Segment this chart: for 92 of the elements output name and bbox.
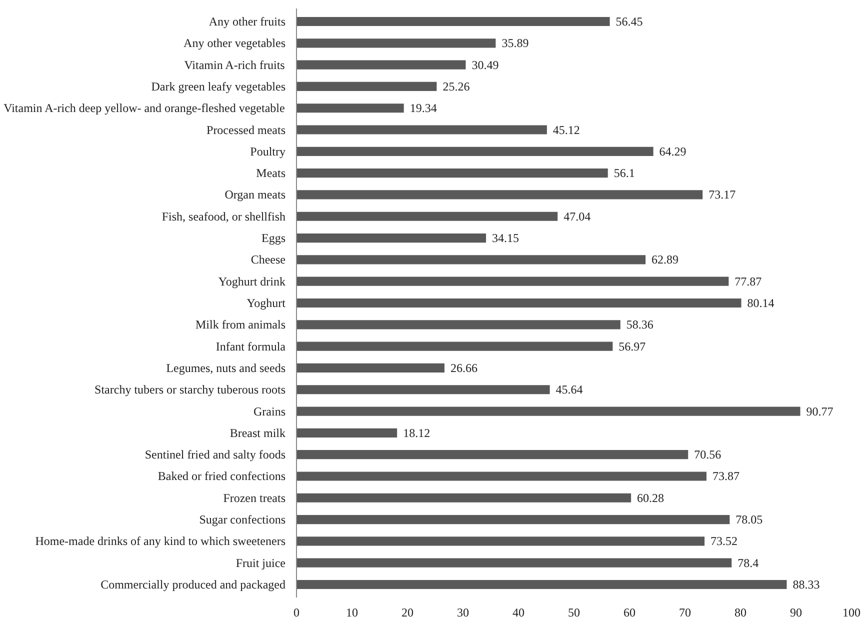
x-tick-label: 50 [568,606,580,619]
bar [296,233,486,243]
data-label: 78.05 [736,512,763,527]
bar [296,428,398,438]
x-tick-label: 0 [294,606,300,619]
x-tick-label: 70 [679,606,691,619]
y-tick-label: Commercially produced and packaged [100,578,286,592]
data-label: 45.64 [556,382,583,397]
bar [296,212,558,221]
data-label: 88.33 [792,578,820,592]
data-label: 58.36 [626,318,654,332]
y-tick-label: Vitamin A-rich fruits [184,58,286,72]
bar [296,472,706,481]
bar [296,580,787,590]
data-label: 60.28 [637,490,664,505]
y-tick-label: Dark green leafy vegetables [151,79,286,94]
x-tick-label: 90 [790,606,802,619]
bar [296,168,608,178]
y-tick-label: Frozen treats [223,490,286,505]
x-tick-label: 20 [402,606,414,619]
y-tick-label: Eggs [262,231,286,246]
y-tick-label: Cheese [250,252,286,267]
y-tick-label: Grains [254,404,286,418]
bar [296,190,703,200]
bar [296,514,730,524]
bar [296,16,610,26]
y-tick-label: Fruit juice [236,556,286,570]
data-label: 26.66 [450,360,478,375]
bar [296,385,550,394]
y-tick-label: Yoghurt [246,296,286,310]
data-label: 73.87 [712,469,740,484]
y-tick-label: Sentinel fried and salty foods [144,448,286,462]
bar [296,276,729,286]
bar [296,320,620,330]
data-label: 73.52 [710,534,738,548]
x-tick-label: 80 [734,606,746,619]
y-tick-label: Yoghurt drink [218,274,286,288]
x-tick-label: 40 [512,606,524,619]
y-tick-label: Sugar confections [199,512,286,527]
data-label: 25.26 [442,79,470,94]
bar [296,363,444,373]
data-label: 56.1 [614,166,635,180]
y-tick-label: Breast milk [230,426,286,440]
bar [296,60,466,70]
y-tick-label: Fish, seafood, or shellfish [162,209,286,224]
bar [296,406,800,416]
data-label: 18.12 [403,426,430,440]
y-tick-label: Baked or fried confections [158,469,286,484]
data-label: 56.45 [616,14,643,28]
bar [296,82,437,92]
data-label: 56.97 [618,339,646,354]
y-tick-label: Processed meats [206,122,286,137]
y-tick-label: Milk from animals [196,318,286,332]
data-label: 35.89 [502,36,529,50]
data-label: 70.56 [694,448,722,462]
bar [296,104,404,113]
bar [296,125,547,134]
y-tick-label: Legumes, nuts and seeds [166,360,286,375]
data-label: 77.87 [734,274,762,288]
bar [296,298,742,308]
y-tick-label: Organ meats [224,188,286,202]
x-tick-label: 100 [842,606,860,619]
data-label: 19.34 [410,101,437,116]
y-tick-label: Home-made drinks of any kind to which sweeteners [35,534,286,548]
x-tick-label: 10 [346,606,358,619]
bar [296,536,705,546]
data-label: 80.14 [747,296,774,310]
data-label: 90.77 [806,404,834,418]
data-label: 34.15 [492,231,520,246]
data-label: 47.04 [564,209,591,224]
bar [296,493,632,502]
y-tick-label: Starchy tubers or starchy tuberous roots [94,382,286,397]
x-tick-label: 60 [624,606,636,619]
data-label: 73.17 [708,188,736,202]
data-label: 30.49 [472,58,499,72]
bar [296,255,646,264]
data-label: 45.12 [552,122,580,137]
bar [296,38,496,48]
y-tick-label: Any other vegetables [184,36,286,50]
data-label: 78.4 [738,556,759,570]
data-label: 64.29 [659,144,686,158]
y-tick-label: Meats [256,166,286,180]
data-label: 62.89 [652,252,679,267]
y-tick-label: Infant formula [216,339,286,354]
bar [296,450,688,460]
bar [296,558,732,568]
y-tick-label: Any other fruits [208,14,286,28]
y-tick-label: Vitamin A-rich deep yellow- and orange-fleshed vegetable [4,101,285,116]
y-tick-label: Poultry [250,144,286,158]
bar [296,342,613,351]
x-tick-label: 30 [457,606,469,619]
bar [296,146,654,156]
